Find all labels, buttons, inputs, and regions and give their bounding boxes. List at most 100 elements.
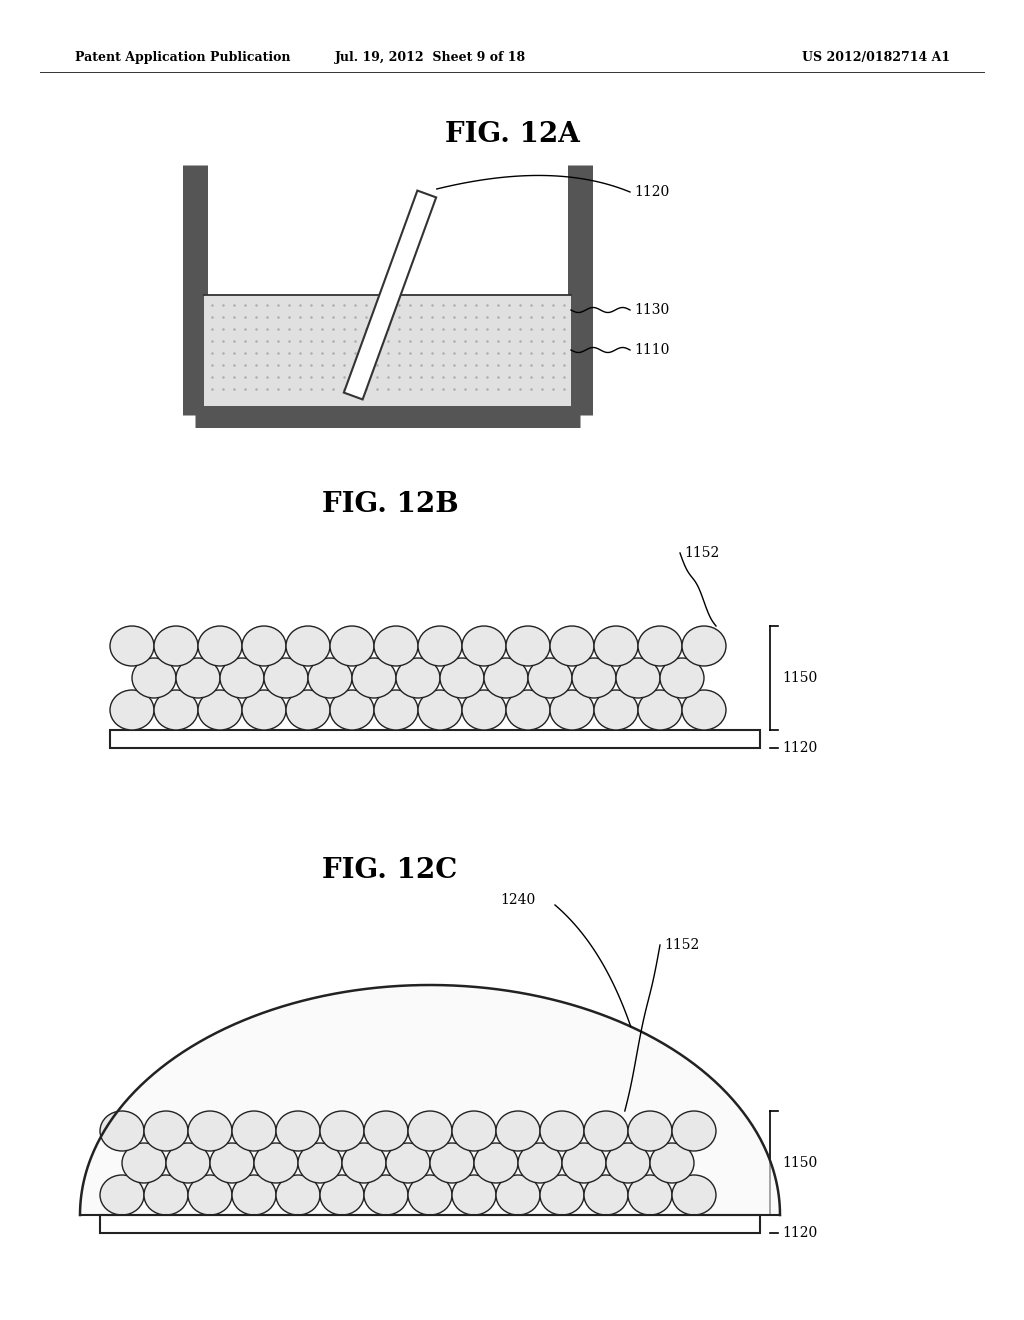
Ellipse shape: [440, 657, 484, 698]
Ellipse shape: [232, 1175, 276, 1214]
Ellipse shape: [298, 1143, 342, 1183]
Ellipse shape: [572, 657, 616, 698]
Ellipse shape: [264, 657, 308, 698]
Ellipse shape: [506, 626, 550, 667]
Ellipse shape: [484, 657, 528, 698]
Ellipse shape: [496, 1175, 540, 1214]
Ellipse shape: [374, 626, 418, 667]
Text: 1240: 1240: [500, 894, 536, 907]
Ellipse shape: [232, 1111, 276, 1151]
Ellipse shape: [430, 1143, 474, 1183]
Text: FIG. 12C: FIG. 12C: [323, 857, 458, 883]
Text: 1152: 1152: [664, 939, 699, 952]
Ellipse shape: [418, 690, 462, 730]
Ellipse shape: [198, 690, 242, 730]
Ellipse shape: [682, 626, 726, 667]
Text: US 2012/0182714 A1: US 2012/0182714 A1: [802, 51, 950, 65]
Polygon shape: [80, 985, 780, 1214]
Ellipse shape: [386, 1143, 430, 1183]
Ellipse shape: [154, 626, 198, 667]
Ellipse shape: [144, 1111, 188, 1151]
Ellipse shape: [342, 1143, 386, 1183]
Ellipse shape: [452, 1111, 496, 1151]
Text: FIG. 12A: FIG. 12A: [444, 121, 580, 149]
Ellipse shape: [100, 1111, 144, 1151]
Ellipse shape: [550, 626, 594, 667]
Ellipse shape: [638, 690, 682, 730]
Ellipse shape: [638, 626, 682, 667]
Ellipse shape: [672, 1111, 716, 1151]
Ellipse shape: [540, 1175, 584, 1214]
Ellipse shape: [462, 626, 506, 667]
Ellipse shape: [528, 657, 572, 698]
Ellipse shape: [110, 690, 154, 730]
Ellipse shape: [628, 1175, 672, 1214]
Ellipse shape: [319, 1111, 364, 1151]
Text: 1130: 1130: [634, 304, 670, 317]
Ellipse shape: [100, 1175, 144, 1214]
Ellipse shape: [176, 657, 220, 698]
Ellipse shape: [462, 690, 506, 730]
Ellipse shape: [364, 1111, 408, 1151]
Ellipse shape: [198, 626, 242, 667]
Ellipse shape: [308, 657, 352, 698]
Ellipse shape: [550, 690, 594, 730]
Ellipse shape: [408, 1111, 452, 1151]
Text: 1120: 1120: [782, 1226, 817, 1239]
Ellipse shape: [254, 1143, 298, 1183]
Text: 1152: 1152: [684, 546, 719, 560]
Ellipse shape: [330, 690, 374, 730]
Polygon shape: [344, 190, 436, 400]
Ellipse shape: [660, 657, 705, 698]
Ellipse shape: [672, 1175, 716, 1214]
Ellipse shape: [518, 1143, 562, 1183]
Ellipse shape: [276, 1111, 319, 1151]
Ellipse shape: [474, 1143, 518, 1183]
Text: 1120: 1120: [782, 741, 817, 755]
Ellipse shape: [374, 690, 418, 730]
Ellipse shape: [242, 690, 286, 730]
Ellipse shape: [506, 690, 550, 730]
Ellipse shape: [650, 1143, 694, 1183]
Ellipse shape: [496, 1111, 540, 1151]
Ellipse shape: [682, 690, 726, 730]
Text: Jul. 19, 2012  Sheet 9 of 18: Jul. 19, 2012 Sheet 9 of 18: [335, 51, 525, 65]
Ellipse shape: [418, 626, 462, 667]
Ellipse shape: [188, 1111, 232, 1151]
Bar: [204, 294, 571, 407]
Text: FIG. 12B: FIG. 12B: [322, 491, 459, 519]
Ellipse shape: [540, 1111, 584, 1151]
Ellipse shape: [319, 1175, 364, 1214]
Ellipse shape: [616, 657, 660, 698]
Text: 1150: 1150: [782, 671, 817, 685]
Ellipse shape: [144, 1175, 188, 1214]
Ellipse shape: [584, 1111, 628, 1151]
Ellipse shape: [210, 1143, 254, 1183]
Text: 1150: 1150: [782, 1156, 817, 1170]
Ellipse shape: [452, 1175, 496, 1214]
Ellipse shape: [110, 626, 154, 667]
Ellipse shape: [562, 1143, 606, 1183]
Ellipse shape: [594, 690, 638, 730]
Ellipse shape: [166, 1143, 210, 1183]
Text: 1110: 1110: [634, 343, 670, 356]
Ellipse shape: [242, 626, 286, 667]
Ellipse shape: [408, 1175, 452, 1214]
Ellipse shape: [606, 1143, 650, 1183]
Ellipse shape: [286, 626, 330, 667]
Ellipse shape: [276, 1175, 319, 1214]
Ellipse shape: [352, 657, 396, 698]
Ellipse shape: [286, 690, 330, 730]
Ellipse shape: [132, 657, 176, 698]
Ellipse shape: [220, 657, 264, 698]
Ellipse shape: [188, 1175, 232, 1214]
Bar: [110, 730, 760, 748]
Text: 1120: 1120: [634, 185, 670, 199]
Text: Patent Application Publication: Patent Application Publication: [75, 51, 291, 65]
Ellipse shape: [122, 1143, 166, 1183]
Ellipse shape: [396, 657, 440, 698]
Bar: [100, 1214, 760, 1233]
Ellipse shape: [584, 1175, 628, 1214]
Ellipse shape: [594, 626, 638, 667]
Ellipse shape: [628, 1111, 672, 1151]
